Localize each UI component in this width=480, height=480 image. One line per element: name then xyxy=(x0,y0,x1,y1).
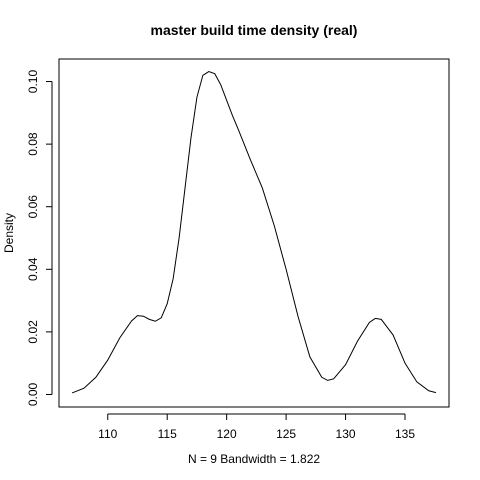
y-tick-label: 0.10 xyxy=(26,70,40,94)
x-tick-label: 120 xyxy=(217,427,237,441)
density-curve xyxy=(71,70,437,394)
x-tick-label: 135 xyxy=(395,427,415,441)
x-tick-label: 130 xyxy=(336,427,356,441)
chart-title: master build time density (real) xyxy=(151,22,358,38)
y-tick-label: 0.02 xyxy=(26,320,40,344)
y-tick-label: 0.06 xyxy=(26,195,40,219)
y-axis: 0.00 0.02 0.04 0.06 0.08 0.10 xyxy=(26,70,53,406)
y-tick-label: 0.00 xyxy=(26,382,40,406)
y-tick-label: 0.04 xyxy=(26,257,40,281)
y-tick-label: 0.08 xyxy=(26,132,40,156)
x-tick-label: 115 xyxy=(158,427,177,441)
y-axis-label: Density xyxy=(2,213,16,253)
x-axis: 110 115 120 125 130 135 xyxy=(98,413,415,441)
x-axis-label: N = 9 Bandwidth = 1.822 xyxy=(188,452,320,466)
x-tick-label: 125 xyxy=(276,427,296,441)
x-tick-label: 110 xyxy=(98,427,117,441)
plot-area-frame xyxy=(58,58,450,408)
